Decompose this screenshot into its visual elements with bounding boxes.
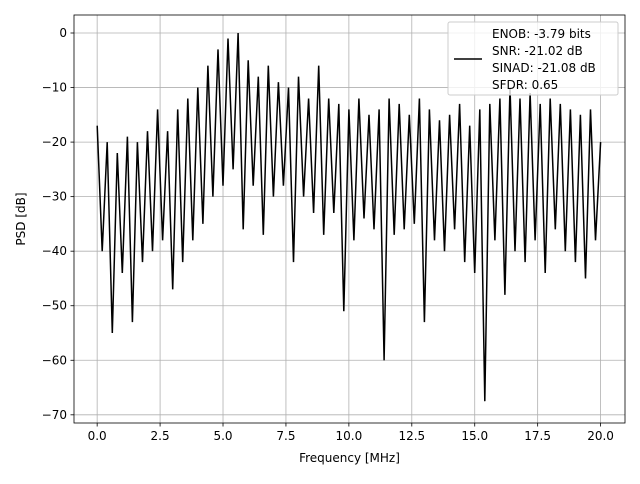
x-tick-label: 15.0 [461, 429, 488, 443]
legend: ENOB: -3.79 bits SNR: -21.02 dB SINAD: -… [447, 21, 619, 96]
axes-frame [73, 14, 626, 424]
y-tick-label: −20 [42, 135, 67, 149]
y-tick-label: 0 [59, 26, 67, 40]
x-tick-label: 20.0 [587, 429, 614, 443]
y-tick-label: −50 [42, 299, 67, 313]
x-tick-label: 5.0 [213, 429, 232, 443]
legend-snr: SNR: -21.02 dB [492, 44, 583, 58]
x-tick-label: 10.0 [336, 429, 363, 443]
y-tick-label: −30 [42, 190, 67, 204]
y-tick-label: −70 [42, 408, 67, 422]
y-tick-label: −40 [42, 244, 67, 258]
x-tick-label: 0.0 [88, 429, 107, 443]
legend-enob: ENOB: -3.79 bits [492, 27, 591, 41]
y-axis-label: PSD [dB] [14, 192, 28, 245]
legend-box [447, 21, 619, 96]
x-tick-label: 2.5 [151, 429, 170, 443]
legend-sinad: SINAD: -21.08 dB [492, 61, 596, 75]
y-tick-label: −10 [42, 81, 67, 95]
ticks: 0.0 2.5 5.0 7.5 10.0 12.5 15.0 17.5 20.0 0 −10 −20 −… [42, 26, 614, 443]
y-tick-label: −60 [42, 353, 67, 367]
x-axis-label: Frequency [MHz] [299, 451, 400, 465]
x-tick-label: 17.5 [524, 429, 551, 443]
x-tick-label: 7.5 [276, 429, 295, 443]
series-line [96, 32, 602, 402]
x-tick-label: 12.5 [398, 429, 425, 443]
legend-sfdr: SFDR: 0.65 [492, 78, 558, 92]
